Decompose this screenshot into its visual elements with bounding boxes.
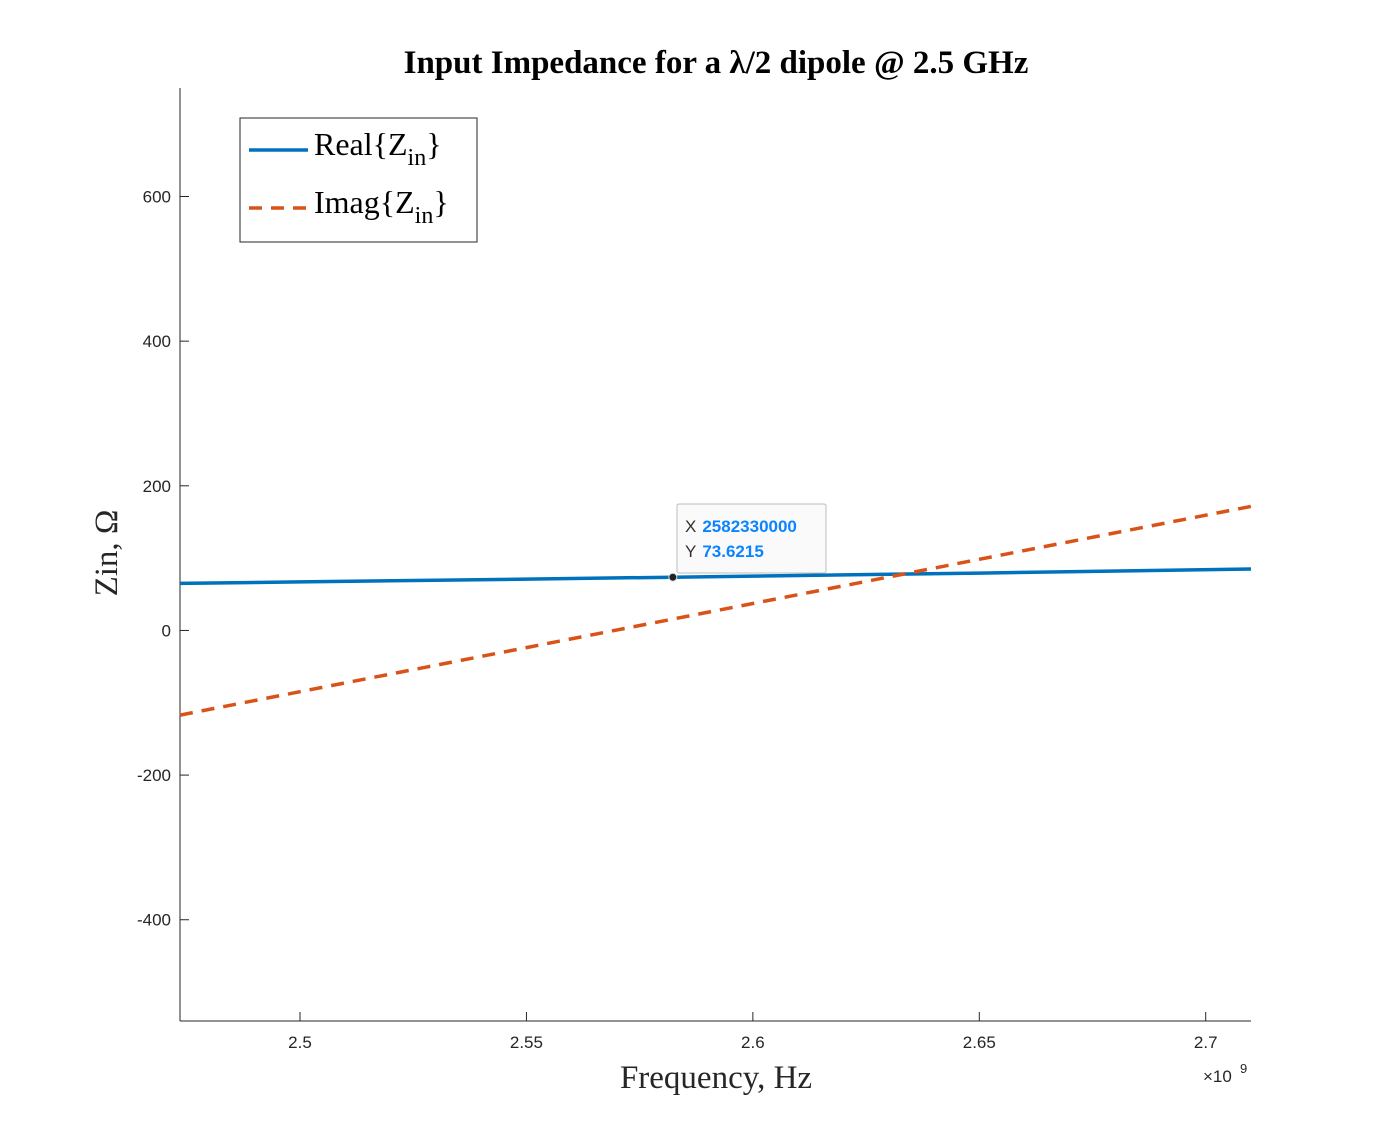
x-tick-label: 2.7 (1194, 1033, 1218, 1052)
y-tick-label: 400 (143, 332, 171, 351)
x-exponent-base: ×10 (1203, 1067, 1232, 1086)
x-axis-label: Frequency, Hz (620, 1060, 812, 1096)
legend-entry-real: Real{Zin} (314, 126, 442, 171)
series-line-imag[interactable] (179, 504, 1252, 717)
x-tick-label: 2.55 (510, 1033, 543, 1052)
y-tick-label: 0 (162, 621, 171, 640)
x-exponent: ×10 9 (1203, 1061, 1247, 1086)
legend-entry-imag: Imag{Zin} (314, 184, 449, 229)
legend-box (239, 117, 478, 243)
y-tick-label: 200 (143, 477, 171, 496)
data-tip-x: X 2582330000 (685, 517, 797, 536)
x-tick-label: 2.6 (741, 1033, 765, 1052)
data-tip-marker[interactable] (668, 572, 678, 582)
y-tick-label: -200 (137, 766, 171, 785)
y-tick-label: 600 (143, 187, 171, 206)
legend: Real{Zin} Imag{Zin} (239, 117, 478, 243)
chart-title: Input Impedance for a λ/2 dipole @ 2.5 G… (404, 45, 1029, 81)
x-tick-label: 2.65 (963, 1033, 996, 1052)
y-tick-label: -400 (137, 911, 171, 930)
x-axis-ticks: 2.5 2.55 2.6 2.65 2.7 (288, 1012, 1218, 1052)
x-exponent-power: 9 (1240, 1061, 1247, 1076)
x-tick-label: 2.5 (288, 1033, 312, 1052)
data-tip-y: Y 73.6215 (685, 542, 764, 561)
y-axis-label: Zin, Ω (89, 510, 125, 597)
data-tip[interactable]: X 2582330000 Y 73.6215 (668, 503, 827, 582)
y-axis-ticks: -400 -200 0 200 400 600 (137, 187, 189, 930)
data-tip-box (676, 503, 827, 574)
